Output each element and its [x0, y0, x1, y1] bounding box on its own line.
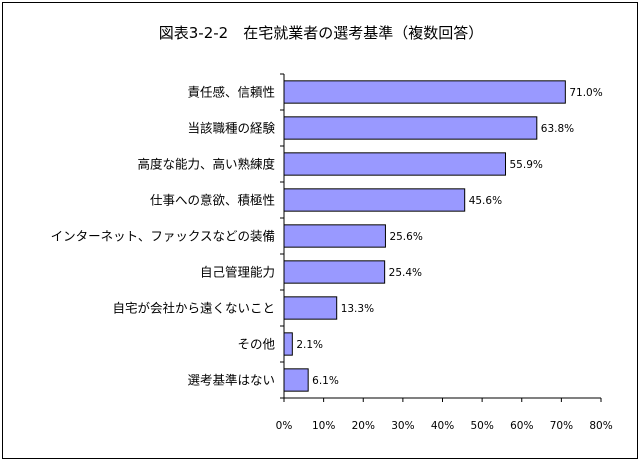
- data-label-7: 2.1%: [296, 339, 323, 351]
- category-label-0: 責任感、信頼性: [187, 85, 275, 100]
- bar-8: [283, 368, 309, 392]
- x-tick-label-6: 60%: [510, 420, 533, 432]
- x-tick-label-7: 70%: [550, 420, 573, 432]
- category-label-2: 高度な能力、高い熟練度: [137, 157, 275, 172]
- bar-4: [283, 224, 386, 248]
- axes-layer: [280, 73, 602, 402]
- data-label-6: 13.3%: [341, 303, 374, 315]
- category-label-1: 当該職種の経験: [187, 121, 275, 136]
- x-tick-label-4: 40%: [431, 420, 454, 432]
- category-label-4: インターネット、ファックスなどの装備: [51, 229, 275, 244]
- category-label-6: 自宅が会社から遠くないこと: [112, 301, 275, 316]
- bar-0: [283, 80, 566, 104]
- data-label-8: 6.1%: [312, 375, 339, 387]
- bar-7: [283, 332, 293, 356]
- x-tick-label-0: 0%: [276, 420, 293, 432]
- bar-5: [283, 260, 386, 284]
- bar-3: [283, 188, 466, 212]
- x-tick-label-8: 80%: [589, 420, 612, 432]
- data-label-5: 25.4%: [389, 267, 422, 279]
- category-label-8: 選考基準はない: [187, 373, 275, 388]
- bars-layer: [283, 80, 566, 392]
- x-tick-label-2: 20%: [352, 420, 375, 432]
- x-tick-label-5: 50%: [470, 420, 493, 432]
- x-tick-label-1: 10%: [312, 420, 335, 432]
- data-label-4: 25.6%: [389, 231, 422, 243]
- data-label-1: 63.8%: [541, 123, 574, 135]
- bar-1: [283, 116, 538, 140]
- x-tick-label-3: 30%: [391, 420, 414, 432]
- category-label-7: その他: [237, 337, 275, 352]
- category-label-5: 自己管理能力: [200, 265, 275, 280]
- bar-2: [283, 152, 507, 176]
- category-label-3: 仕事への意欲、積極性: [150, 193, 275, 208]
- data-label-2: 55.9%: [510, 159, 543, 171]
- bar-6: [283, 296, 338, 320]
- chart-title: 図表3-2-2 在宅就業者の選考基準（複数回答）: [159, 24, 483, 42]
- data-label-3: 45.6%: [469, 195, 502, 207]
- labels-layer: 責任感、信頼性 71.0% 当該職種の経験 63.8% 高度な能力、高い熟練度 55.9%…: [51, 85, 613, 433]
- data-label-0: 71.0%: [569, 87, 602, 99]
